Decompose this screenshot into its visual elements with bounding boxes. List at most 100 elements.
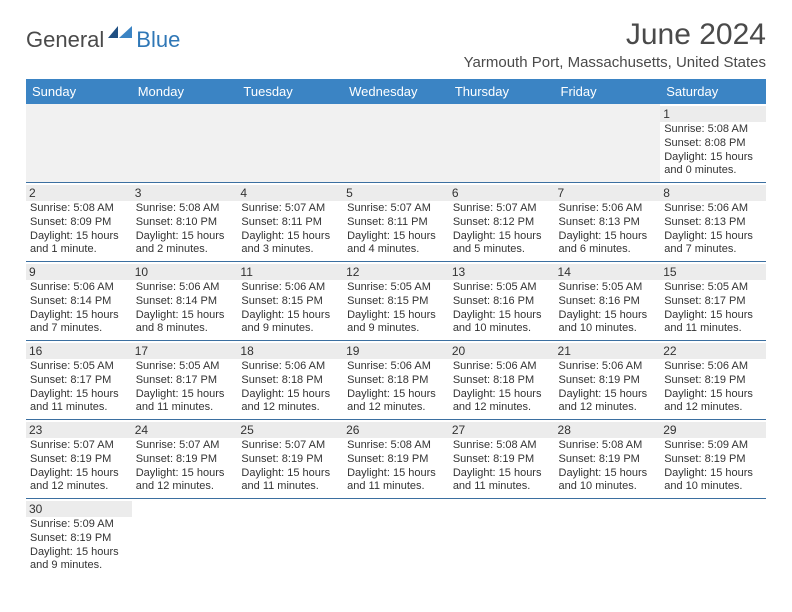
day-details: Sunrise: 5:05 AMSunset: 8:16 PMDaylight:… bbox=[559, 281, 657, 336]
weekday-header: Sunday bbox=[26, 79, 132, 104]
day-number: 28 bbox=[555, 422, 661, 438]
calendar-cell: 14Sunrise: 5:05 AMSunset: 8:16 PMDayligh… bbox=[555, 262, 661, 341]
calendar-cell: 24Sunrise: 5:07 AMSunset: 8:19 PMDayligh… bbox=[132, 420, 238, 499]
day-number: 11 bbox=[237, 264, 343, 280]
calendar-cell bbox=[132, 499, 238, 578]
calendar-cell: 19Sunrise: 5:06 AMSunset: 8:18 PMDayligh… bbox=[343, 341, 449, 420]
day-number: 12 bbox=[343, 264, 449, 280]
day-number: 8 bbox=[660, 185, 766, 201]
calendar-cell: 13Sunrise: 5:05 AMSunset: 8:16 PMDayligh… bbox=[449, 262, 555, 341]
page-subtitle: Yarmouth Port, Massachusetts, United Sta… bbox=[464, 54, 766, 71]
calendar-cell: 16Sunrise: 5:05 AMSunset: 8:17 PMDayligh… bbox=[26, 341, 132, 420]
day-number: 26 bbox=[343, 422, 449, 438]
day-details: Sunrise: 5:09 AMSunset: 8:19 PMDaylight:… bbox=[30, 518, 128, 573]
day-number: 3 bbox=[132, 185, 238, 201]
calendar-cell bbox=[343, 499, 449, 578]
day-number: 15 bbox=[660, 264, 766, 280]
day-number: 18 bbox=[237, 343, 343, 359]
day-details: Sunrise: 5:06 AMSunset: 8:18 PMDaylight:… bbox=[241, 360, 339, 415]
weekday-header: Tuesday bbox=[237, 79, 343, 104]
calendar-header-row: SundayMondayTuesdayWednesdayThursdayFrid… bbox=[26, 79, 766, 104]
calendar-cell bbox=[237, 104, 343, 183]
day-details: Sunrise: 5:08 AMSunset: 8:19 PMDaylight:… bbox=[453, 439, 551, 494]
day-details: Sunrise: 5:05 AMSunset: 8:15 PMDaylight:… bbox=[347, 281, 445, 336]
logo-flag-icon bbox=[108, 24, 134, 45]
day-number: 1 bbox=[660, 106, 766, 122]
day-number: 2 bbox=[26, 185, 132, 201]
calendar-cell: 10Sunrise: 5:06 AMSunset: 8:14 PMDayligh… bbox=[132, 262, 238, 341]
logo-text-blue: Blue bbox=[136, 27, 180, 53]
day-details: Sunrise: 5:07 AMSunset: 8:12 PMDaylight:… bbox=[453, 202, 551, 257]
calendar-cell bbox=[660, 499, 766, 578]
day-number: 13 bbox=[449, 264, 555, 280]
calendar-cell: 12Sunrise: 5:05 AMSunset: 8:15 PMDayligh… bbox=[343, 262, 449, 341]
day-details: Sunrise: 5:08 AMSunset: 8:19 PMDaylight:… bbox=[559, 439, 657, 494]
calendar-cell: 29Sunrise: 5:09 AMSunset: 8:19 PMDayligh… bbox=[660, 420, 766, 499]
calendar-cell bbox=[26, 104, 132, 183]
day-details: Sunrise: 5:06 AMSunset: 8:13 PMDaylight:… bbox=[559, 202, 657, 257]
day-details: Sunrise: 5:08 AMSunset: 8:08 PMDaylight:… bbox=[664, 123, 762, 178]
calendar-cell: 4Sunrise: 5:07 AMSunset: 8:11 PMDaylight… bbox=[237, 183, 343, 262]
weekday-header: Wednesday bbox=[343, 79, 449, 104]
calendar-cell bbox=[555, 104, 661, 183]
day-details: Sunrise: 5:06 AMSunset: 8:14 PMDaylight:… bbox=[136, 281, 234, 336]
calendar-cell bbox=[132, 104, 238, 183]
calendar-cell: 17Sunrise: 5:05 AMSunset: 8:17 PMDayligh… bbox=[132, 341, 238, 420]
calendar-cell: 20Sunrise: 5:06 AMSunset: 8:18 PMDayligh… bbox=[449, 341, 555, 420]
logo-text-general: General bbox=[26, 27, 104, 53]
calendar-cell: 5Sunrise: 5:07 AMSunset: 8:11 PMDaylight… bbox=[343, 183, 449, 262]
calendar-cell: 25Sunrise: 5:07 AMSunset: 8:19 PMDayligh… bbox=[237, 420, 343, 499]
day-number: 10 bbox=[132, 264, 238, 280]
calendar-cell: 23Sunrise: 5:07 AMSunset: 8:19 PMDayligh… bbox=[26, 420, 132, 499]
day-details: Sunrise: 5:07 AMSunset: 8:19 PMDaylight:… bbox=[241, 439, 339, 494]
calendar-cell: 21Sunrise: 5:06 AMSunset: 8:19 PMDayligh… bbox=[555, 341, 661, 420]
weekday-header: Friday bbox=[555, 79, 661, 104]
day-number: 14 bbox=[555, 264, 661, 280]
calendar-cell: 6Sunrise: 5:07 AMSunset: 8:12 PMDaylight… bbox=[449, 183, 555, 262]
day-details: Sunrise: 5:05 AMSunset: 8:17 PMDaylight:… bbox=[664, 281, 762, 336]
calendar-cell: 28Sunrise: 5:08 AMSunset: 8:19 PMDayligh… bbox=[555, 420, 661, 499]
calendar-cell: 8Sunrise: 5:06 AMSunset: 8:13 PMDaylight… bbox=[660, 183, 766, 262]
logo: General Blue bbox=[26, 18, 180, 55]
day-number: 16 bbox=[26, 343, 132, 359]
day-number: 20 bbox=[449, 343, 555, 359]
calendar-cell bbox=[343, 104, 449, 183]
day-details: Sunrise: 5:06 AMSunset: 8:18 PMDaylight:… bbox=[347, 360, 445, 415]
day-number: 22 bbox=[660, 343, 766, 359]
weekday-header: Saturday bbox=[660, 79, 766, 104]
day-number: 21 bbox=[555, 343, 661, 359]
day-number: 19 bbox=[343, 343, 449, 359]
page-title: June 2024 bbox=[464, 18, 766, 52]
calendar-cell: 27Sunrise: 5:08 AMSunset: 8:19 PMDayligh… bbox=[449, 420, 555, 499]
day-number: 4 bbox=[237, 185, 343, 201]
calendar-cell: 9Sunrise: 5:06 AMSunset: 8:14 PMDaylight… bbox=[26, 262, 132, 341]
day-number: 29 bbox=[660, 422, 766, 438]
calendar-cell: 7Sunrise: 5:06 AMSunset: 8:13 PMDaylight… bbox=[555, 183, 661, 262]
calendar-cell: 3Sunrise: 5:08 AMSunset: 8:10 PMDaylight… bbox=[132, 183, 238, 262]
day-details: Sunrise: 5:07 AMSunset: 8:19 PMDaylight:… bbox=[136, 439, 234, 494]
calendar-cell bbox=[449, 499, 555, 578]
title-block: June 2024 Yarmouth Port, Massachusetts, … bbox=[464, 18, 766, 79]
day-number: 6 bbox=[449, 185, 555, 201]
calendar-cell bbox=[449, 104, 555, 183]
day-number: 25 bbox=[237, 422, 343, 438]
day-details: Sunrise: 5:05 AMSunset: 8:17 PMDaylight:… bbox=[30, 360, 128, 415]
day-details: Sunrise: 5:06 AMSunset: 8:19 PMDaylight:… bbox=[664, 360, 762, 415]
day-details: Sunrise: 5:07 AMSunset: 8:19 PMDaylight:… bbox=[30, 439, 128, 494]
calendar-cell: 11Sunrise: 5:06 AMSunset: 8:15 PMDayligh… bbox=[237, 262, 343, 341]
day-number: 23 bbox=[26, 422, 132, 438]
day-details: Sunrise: 5:06 AMSunset: 8:13 PMDaylight:… bbox=[664, 202, 762, 257]
day-number: 17 bbox=[132, 343, 238, 359]
day-number: 5 bbox=[343, 185, 449, 201]
day-number: 27 bbox=[449, 422, 555, 438]
day-details: Sunrise: 5:06 AMSunset: 8:14 PMDaylight:… bbox=[30, 281, 128, 336]
day-details: Sunrise: 5:05 AMSunset: 8:17 PMDaylight:… bbox=[136, 360, 234, 415]
day-details: Sunrise: 5:05 AMSunset: 8:16 PMDaylight:… bbox=[453, 281, 551, 336]
weekday-header: Thursday bbox=[449, 79, 555, 104]
day-details: Sunrise: 5:06 AMSunset: 8:19 PMDaylight:… bbox=[559, 360, 657, 415]
calendar-cell: 22Sunrise: 5:06 AMSunset: 8:19 PMDayligh… bbox=[660, 341, 766, 420]
calendar-cell: 26Sunrise: 5:08 AMSunset: 8:19 PMDayligh… bbox=[343, 420, 449, 499]
calendar-table: SundayMondayTuesdayWednesdayThursdayFrid… bbox=[26, 79, 766, 577]
calendar-cell: 2Sunrise: 5:08 AMSunset: 8:09 PMDaylight… bbox=[26, 183, 132, 262]
calendar-cell: 15Sunrise: 5:05 AMSunset: 8:17 PMDayligh… bbox=[660, 262, 766, 341]
